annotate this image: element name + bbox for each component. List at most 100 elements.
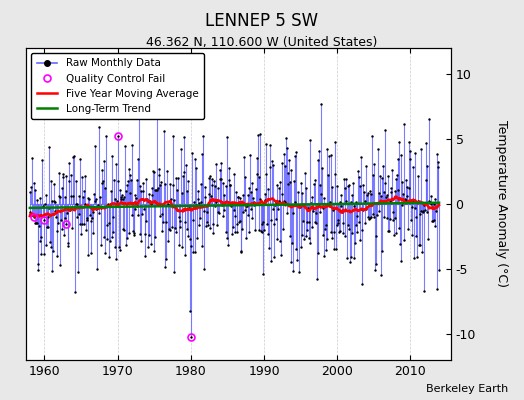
Point — [328, 234, 336, 241]
Point — [134, 212, 143, 218]
Point — [365, 214, 374, 221]
Point — [275, 185, 283, 191]
Point — [57, 226, 66, 233]
Point — [194, 196, 202, 202]
Point — [48, 268, 57, 274]
Point — [356, 183, 365, 190]
Point — [312, 210, 321, 216]
Point — [238, 209, 247, 215]
Point — [92, 206, 101, 213]
Point — [270, 221, 279, 228]
Point — [349, 180, 357, 186]
Point — [107, 188, 115, 195]
Point — [384, 173, 392, 180]
Point — [245, 229, 253, 235]
Point — [86, 212, 94, 218]
Point — [425, 199, 434, 206]
Point — [135, 115, 143, 121]
Point — [231, 229, 239, 235]
Point — [37, 234, 45, 240]
Point — [49, 198, 58, 204]
Point — [428, 204, 436, 211]
Point — [126, 172, 134, 178]
Point — [368, 172, 377, 178]
Point — [46, 239, 54, 245]
Point — [357, 154, 365, 160]
Point — [410, 255, 418, 261]
Point — [323, 146, 332, 152]
Point — [386, 198, 394, 204]
Point — [253, 155, 261, 161]
Point — [259, 219, 268, 225]
Point — [368, 133, 376, 139]
Point — [143, 196, 151, 203]
Point — [405, 139, 413, 145]
Point — [376, 272, 385, 278]
Point — [292, 246, 301, 252]
Point — [84, 252, 92, 258]
Point — [129, 228, 137, 234]
Point — [263, 220, 271, 227]
Point — [412, 233, 421, 239]
Point — [296, 204, 304, 210]
Point — [94, 202, 102, 208]
Point — [309, 205, 317, 211]
Point — [195, 200, 204, 207]
Point — [434, 164, 442, 170]
Point — [217, 160, 225, 166]
Point — [80, 187, 89, 194]
Point — [305, 219, 313, 226]
Point — [294, 202, 303, 209]
Point — [209, 229, 217, 236]
Point — [191, 249, 199, 256]
Point — [103, 222, 112, 228]
Point — [205, 191, 213, 197]
Point — [51, 208, 60, 214]
Point — [353, 213, 362, 220]
Point — [391, 188, 399, 194]
Point — [179, 134, 188, 140]
Point — [38, 212, 47, 218]
Point — [93, 266, 101, 273]
Point — [99, 178, 107, 184]
Point — [111, 244, 119, 250]
Point — [421, 207, 429, 214]
Point — [67, 172, 75, 178]
Point — [327, 151, 335, 158]
Point — [202, 223, 210, 229]
Point — [60, 232, 68, 238]
Point — [45, 144, 53, 151]
Point — [48, 198, 56, 204]
Point — [197, 181, 205, 188]
Point — [287, 258, 296, 265]
Point — [280, 163, 289, 170]
Point — [77, 230, 85, 237]
Point — [144, 198, 152, 204]
Point — [320, 253, 328, 260]
Point — [300, 236, 308, 242]
Point — [276, 238, 285, 244]
Point — [41, 242, 50, 248]
Point — [176, 224, 184, 230]
Point — [85, 196, 93, 202]
Point — [125, 166, 133, 172]
Point — [375, 207, 384, 214]
Point — [271, 200, 280, 206]
Point — [192, 165, 200, 171]
Point — [241, 174, 249, 180]
Point — [241, 207, 249, 214]
Point — [267, 257, 276, 264]
Point — [177, 146, 185, 152]
Point — [109, 214, 117, 220]
Point — [364, 190, 372, 196]
Point — [85, 204, 94, 210]
Point — [289, 268, 297, 274]
Point — [409, 198, 417, 204]
Point — [409, 164, 418, 171]
Point — [412, 214, 420, 220]
Point — [283, 170, 292, 176]
Point — [430, 217, 439, 224]
Point — [358, 182, 367, 188]
Point — [381, 126, 389, 133]
Point — [124, 178, 132, 184]
